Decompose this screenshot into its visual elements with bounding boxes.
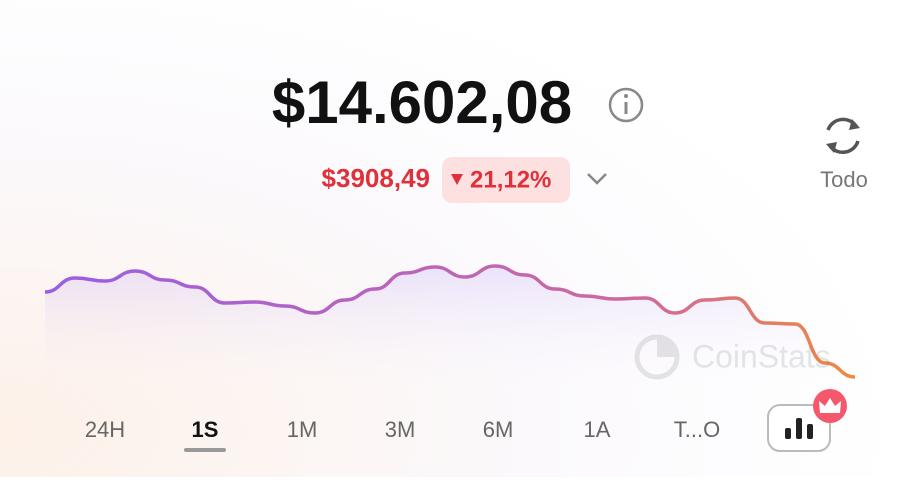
total-value: $14.602,08	[272, 69, 572, 136]
time-tab[interactable]: 6M	[483, 417, 514, 442]
watermark-text: CoinStats	[692, 338, 831, 374]
time-tab[interactable]: 1M	[287, 417, 318, 442]
down-arrow	[451, 174, 463, 185]
refresh-label: Todo	[820, 167, 868, 192]
dropdown-chevron[interactable]	[587, 173, 607, 185]
refresh-button[interactable]: Todo	[820, 117, 868, 192]
info-icon[interactable]	[608, 87, 644, 123]
tabs: 24H 1S 1M 3M 6M 1A T...O	[85, 417, 720, 452]
chart	[44, 264, 856, 395]
time-tab[interactable]: 3M	[385, 417, 416, 442]
time-tab[interactable]: 1S	[192, 417, 219, 442]
change-badge	[442, 157, 570, 203]
change-amount: $3908,49	[322, 163, 430, 193]
chart-toggle[interactable]	[767, 389, 847, 452]
time-tab[interactable]: 1A	[584, 417, 611, 442]
watermark: CoinStats	[634, 334, 831, 380]
price-line	[44, 264, 856, 379]
time-tab[interactable]: T...O	[674, 417, 720, 442]
tab-underline	[184, 448, 226, 452]
area	[45, 266, 855, 395]
change-percent: 21,12%	[470, 166, 551, 193]
time-tab[interactable]: 24H	[85, 417, 125, 442]
